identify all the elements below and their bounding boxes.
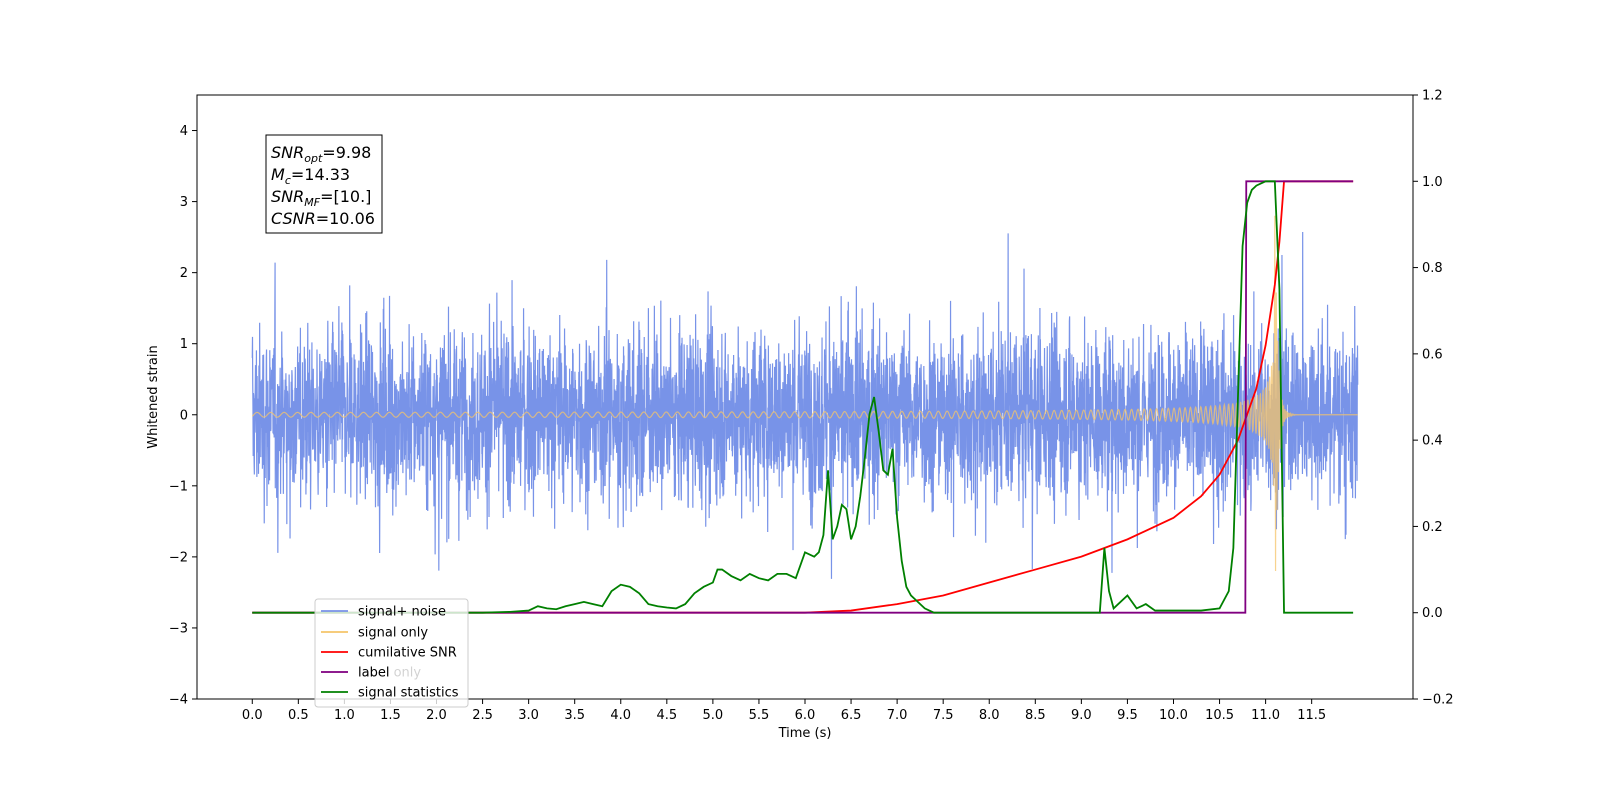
x-tick-label: 9.0 [1071, 708, 1092, 723]
y-tick-label-left: −1 [169, 479, 188, 494]
x-tick-label: 8.0 [979, 708, 1000, 723]
series-signal-noise [251, 232, 1359, 579]
axis-ticks: 0.0 0.5 1.0 1.5 2.0 2.5 3.0 3.5 4.0 4.5 5.0 5.5 6.0 6… [169, 89, 1454, 724]
x-tick-label: 0.5 [288, 708, 309, 723]
info-box-frame [265, 134, 383, 234]
legend-label-label: label [358, 666, 389, 681]
y-tick-label-right: 0.2 [1422, 520, 1443, 535]
y-axis-label-left: Whitened strain [146, 345, 161, 448]
x-tick-label: 8.5 [1025, 708, 1046, 723]
info-snr-opt: SNRopt=9.98 [271, 143, 371, 165]
x-tick-label: 3.5 [564, 708, 585, 723]
y-tick-label-right: −0.2 [1422, 693, 1454, 708]
x-tick-label: 5.0 [703, 708, 724, 723]
legend-label-cumilative-snr: cumilative SNR [358, 646, 457, 661]
info-mc-value: 14.33 [304, 165, 350, 184]
x-tick-label: 9.5 [1117, 708, 1138, 723]
x-axis-label: Time (s) [778, 726, 832, 741]
x-tick-label: 2.0 [426, 708, 447, 723]
y-tick-label-right: 0.6 [1422, 347, 1443, 362]
x-tick-label: 3.0 [518, 708, 539, 723]
x-tick-label: 10.0 [1159, 708, 1188, 723]
x-tick-label: 2.5 [472, 708, 493, 723]
x-tick-label: 1.0 [334, 708, 355, 723]
y-tick-label-left: 4 [180, 124, 188, 139]
y-tick-label-left: −4 [169, 693, 188, 708]
info-csnr-value: 10.06 [329, 209, 375, 228]
legend-label-label-only: label only [358, 666, 421, 681]
legend-frame [314, 598, 469, 708]
y-tick-label-right: 0.8 [1422, 261, 1443, 276]
x-tick-label: 0.0 [242, 708, 263, 723]
y-tick-label-left: 3 [180, 195, 188, 210]
x-tick-label: 5.5 [749, 708, 770, 723]
info-box: SNRopt=9.98 Mc=14.33 SNRMF=[10.] CSNR=10… [265, 134, 383, 234]
legend-label-signal-noise: signal+ noise [358, 605, 446, 620]
info-snr-opt-value: 9.98 [336, 143, 372, 162]
y-tick-label-right: 0.0 [1422, 606, 1443, 621]
series-signal-only [251, 215, 1358, 572]
y-tick-label-left: 2 [180, 266, 188, 281]
series-cumilative-snr [252, 180, 1354, 614]
y-tick-label-left: 1 [180, 337, 188, 352]
y-tick-label-right: 1.2 [1422, 89, 1443, 104]
x-tick-label: 6.0 [795, 708, 816, 723]
x-tick-label: 4.5 [656, 708, 677, 723]
x-tick-label: 7.0 [887, 708, 908, 723]
info-csnr: CSNR=10.06 [271, 209, 375, 228]
y-tick-label-left: −2 [169, 550, 188, 565]
legend: signal+ noise signal only cumilative SNR la… [314, 598, 469, 708]
statistics-traces [252, 180, 1354, 614]
x-tick-label: 10.5 [1205, 708, 1234, 723]
series-signal-statistics [252, 180, 1354, 614]
info-mc: Mc=14.33 [271, 165, 350, 187]
info-snr-mf-value: [10.] [333, 187, 371, 206]
legend-label-signal-only: signal only [358, 626, 428, 641]
y-tick-label-left: −3 [169, 621, 188, 636]
x-tick-label: 6.5 [841, 708, 862, 723]
legend-label-signal-statistics: signal statistics [358, 686, 459, 701]
x-tick-label: 4.0 [610, 708, 631, 723]
y-tick-label-right: 0.4 [1422, 434, 1443, 449]
strain-traces [251, 215, 1359, 579]
y-tick-label-left: 0 [180, 408, 188, 423]
x-tick-label: 7.5 [933, 708, 954, 723]
info-snr-mf: SNRMF=[10.] [271, 187, 371, 209]
y-tick-label-right: 1.0 [1422, 175, 1443, 190]
x-tick-label: 1.5 [380, 708, 401, 723]
x-tick-label: 11.0 [1251, 708, 1280, 723]
x-tick-label: 11.5 [1297, 708, 1326, 723]
